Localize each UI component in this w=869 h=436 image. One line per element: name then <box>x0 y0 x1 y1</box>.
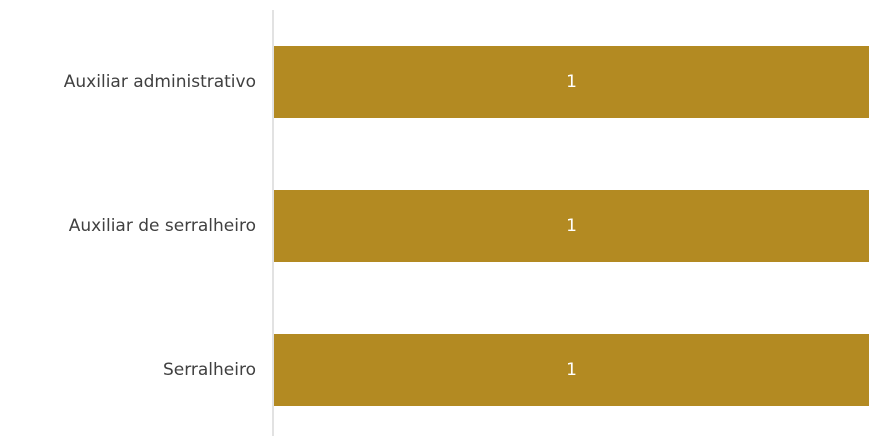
bar-value-label: 1 <box>566 72 577 92</box>
category-label: Auxiliar administrativo <box>64 72 256 92</box>
bar <box>274 334 869 406</box>
bar <box>274 190 869 262</box>
bar <box>274 46 869 118</box>
bar-value-label: 1 <box>566 216 577 236</box>
bar-value-label: 1 <box>566 360 577 380</box>
category-label: Auxiliar de serralheiro <box>69 216 256 236</box>
category-label: Serralheiro <box>163 360 256 380</box>
